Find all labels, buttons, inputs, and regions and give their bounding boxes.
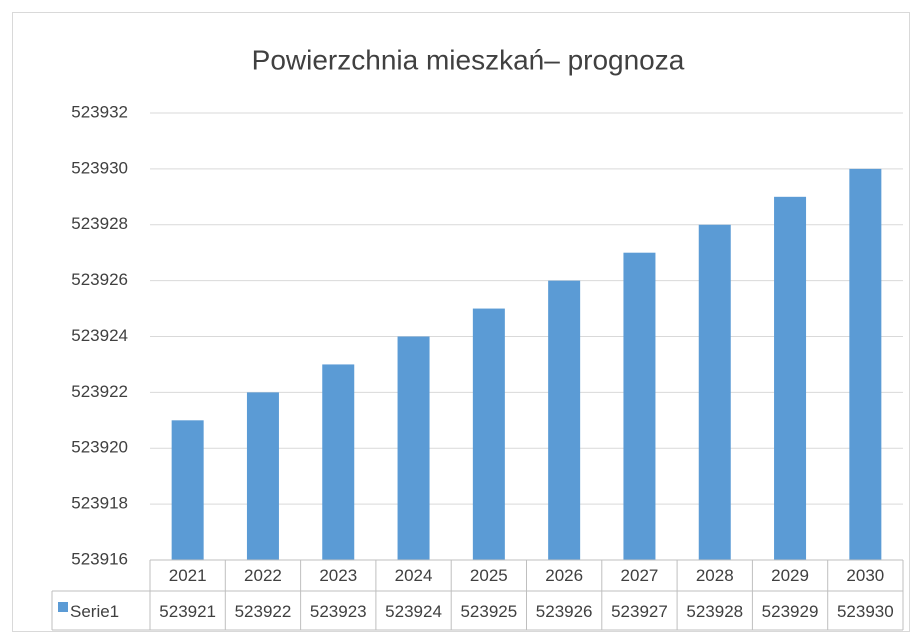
- table-value: 523922: [235, 602, 292, 621]
- x-tick-label: 2021: [169, 566, 207, 585]
- y-tick-label: 523932: [71, 102, 128, 121]
- legend-label: Serie1: [70, 602, 119, 621]
- table-value: 523928: [686, 602, 743, 621]
- table-value: 523929: [762, 602, 819, 621]
- bar: [171, 420, 204, 560]
- table-value: 523927: [611, 602, 668, 621]
- y-tick-label: 523926: [71, 270, 128, 289]
- bar: [774, 196, 807, 560]
- table-value: 523930: [837, 602, 894, 621]
- table-value: 523924: [385, 602, 442, 621]
- x-tick-label: 2025: [470, 566, 508, 585]
- bar: [397, 336, 430, 560]
- x-tick-label: 2027: [621, 566, 659, 585]
- bar: [246, 392, 279, 560]
- legend-swatch: [58, 602, 68, 612]
- bar: [623, 252, 656, 560]
- bar: [698, 224, 731, 560]
- x-tick-label: 2022: [244, 566, 282, 585]
- x-tick-label: 2026: [545, 566, 583, 585]
- table-value: 523923: [310, 602, 367, 621]
- y-tick-label: 523920: [71, 438, 128, 457]
- y-tick-label: 523922: [71, 382, 128, 401]
- chart-border: [12, 12, 910, 632]
- y-tick-label: 523918: [71, 494, 128, 513]
- x-tick-label: 2024: [395, 566, 433, 585]
- y-tick-label: 523930: [71, 158, 128, 177]
- x-tick-label: 2028: [696, 566, 734, 585]
- x-tick-label: 2029: [771, 566, 809, 585]
- bar: [849, 168, 882, 560]
- bar: [472, 308, 505, 560]
- bar: [548, 280, 581, 560]
- y-tick-label: 523928: [71, 214, 128, 233]
- x-tick-label: 2030: [846, 566, 884, 585]
- bar: [322, 364, 355, 560]
- y-tick-label: 523924: [71, 326, 128, 345]
- chart-title: Powierzchnia mieszkań– prognoza: [252, 44, 685, 75]
- table-value: 523925: [460, 602, 517, 621]
- y-tick-label: 523916: [71, 549, 128, 568]
- table-value: 523926: [536, 602, 593, 621]
- table-value: 523921: [159, 602, 216, 621]
- x-tick-label: 2023: [319, 566, 357, 585]
